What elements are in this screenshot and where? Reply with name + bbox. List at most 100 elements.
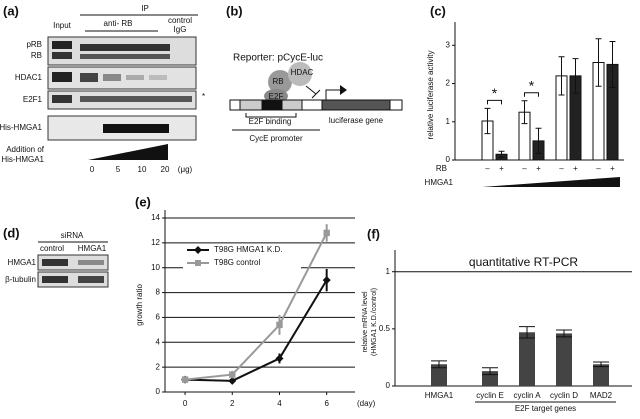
marker [229, 371, 236, 378]
band [149, 75, 167, 80]
segment [321, 99, 391, 111]
band [78, 276, 104, 283]
row-label: HMGA1 [8, 258, 37, 267]
row-label: His-HMGA1 [0, 123, 43, 132]
y-axis-label: relative luciferase activity [426, 51, 435, 140]
bar [431, 364, 447, 386]
x-tick-label: 2 [230, 399, 235, 408]
y-tick-label: 4 [156, 337, 161, 346]
row-label: pRB [26, 40, 42, 49]
row-label: β-tubulin [5, 275, 36, 284]
annotation-bracket [524, 92, 539, 97]
row-label: RB [436, 164, 447, 173]
x-tick-label: 4 [277, 399, 282, 408]
error-bar [482, 367, 498, 376]
marker [322, 276, 331, 285]
bar [519, 332, 535, 386]
y-tick-label: 0 [386, 381, 391, 390]
legend-bg [183, 257, 301, 269]
panel-label: (d) [3, 225, 20, 240]
series-label: – [596, 164, 601, 173]
col-label: control [168, 16, 192, 25]
band [52, 52, 72, 59]
region-label: E2F binding [249, 117, 292, 126]
band [126, 75, 144, 80]
marker [275, 354, 284, 363]
y-tick-label: 1 [446, 117, 451, 126]
series-label: + [536, 164, 541, 173]
x-tick-label: 6 [324, 399, 329, 408]
band [52, 41, 72, 49]
panel-label: (f) [367, 226, 380, 241]
segment [239, 99, 263, 111]
annotation-bracket [487, 99, 502, 105]
rb-protein [268, 70, 292, 94]
wedge [88, 144, 168, 160]
y-tick-label: 6 [156, 313, 161, 322]
ip-label: IP [141, 4, 149, 13]
blot [47, 66, 197, 90]
error-bar [609, 40, 616, 88]
blot [37, 271, 109, 288]
y-tick-label: 3 [446, 40, 451, 49]
y-axis-label: relative mRNA level [362, 291, 369, 353]
dose: 10 [138, 165, 147, 174]
band [80, 73, 98, 82]
x-tick-label: cyclin A [513, 391, 541, 400]
band [103, 124, 169, 133]
line [184, 232, 328, 381]
band [80, 54, 170, 59]
group-label: E2F target genes [515, 404, 576, 413]
error-bar [484, 107, 491, 135]
band [52, 95, 72, 103]
construct [229, 99, 403, 111]
x-tick-label: 0 [183, 399, 188, 408]
y-tick-label: 0.5 [379, 324, 391, 333]
series-label: + [499, 164, 504, 173]
error-bar [521, 100, 528, 125]
error-bar [595, 38, 602, 87]
region-label: CycE promoter [249, 134, 303, 143]
legend-label: T98G control [214, 258, 260, 267]
panel-label: (c) [430, 3, 446, 18]
bar [556, 333, 572, 386]
inhibition [305, 85, 321, 99]
series-label: – [485, 164, 490, 173]
segment [281, 99, 303, 111]
panel-d: (d) siRNA control HMGA1 HMGA1 β-tubulin [3, 225, 109, 288]
legend-label: T98G HMGA1 K.D. [214, 245, 282, 254]
y-tick-label: 12 [151, 238, 160, 247]
addition-label: Addition of [6, 145, 45, 154]
row-label: RB [31, 51, 42, 60]
x-tick-label: HMGA1 [425, 391, 454, 400]
panel-label: (e) [135, 194, 151, 209]
x-tick-label: MAD2 [590, 391, 613, 400]
row-label: E2F1 [23, 95, 43, 104]
error-bar [558, 56, 565, 96]
col-label: control [40, 244, 64, 253]
series-label: – [559, 164, 564, 173]
y-tick-label: 2 [156, 362, 161, 371]
col-label: anti- RB [104, 19, 133, 28]
x-axis-label: (day) [357, 399, 376, 408]
line [185, 279, 328, 382]
region-label: luciferase gene [329, 116, 384, 125]
protein-label: E2F [269, 92, 284, 101]
col-label: IgG [174, 25, 187, 34]
protein-label: HDAC [291, 68, 314, 77]
y-tick-label: 0 [446, 155, 451, 164]
legend-marker [195, 260, 201, 266]
dose: 0 [90, 165, 95, 174]
addition-label: His-HMGA1 [1, 155, 44, 164]
chart-title: quantitative RT-PCR [469, 255, 578, 269]
sirna-label: siRNA [61, 231, 84, 240]
hdac-protein [288, 62, 312, 86]
error-bar [535, 127, 542, 154]
y-tick-label: 10 [151, 263, 160, 272]
dose: 20 [161, 165, 170, 174]
y-axis-label: growth ratio [135, 284, 144, 326]
panel-b: (b) Reporter: pCycE-luc RB HDAC E2F E2F … [226, 3, 403, 143]
series-label: + [573, 164, 578, 173]
bracket [245, 113, 297, 118]
